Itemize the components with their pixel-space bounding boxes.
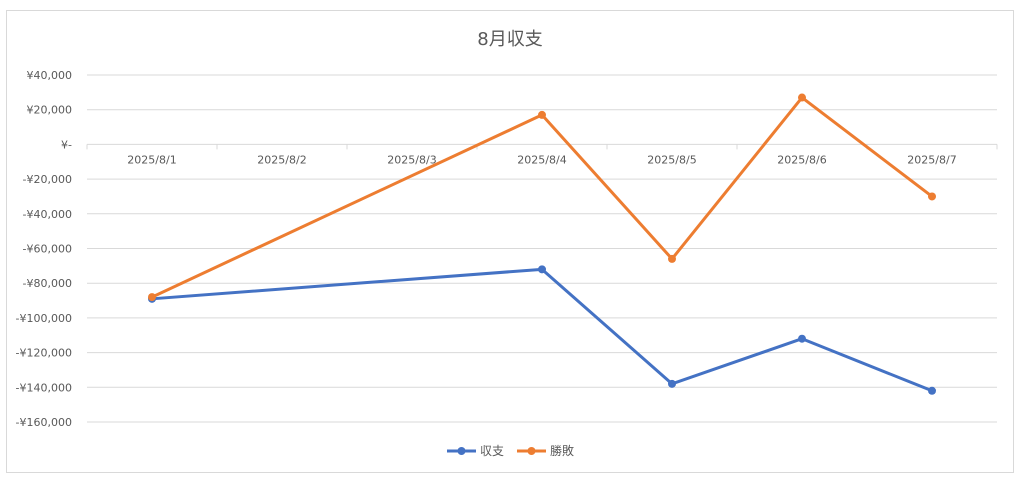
data-point-2 [668, 254, 676, 263]
data-point-2 [538, 110, 546, 119]
x-tick-label: 2025/8/3 [387, 153, 436, 166]
y-tick-label: -¥40,000 [23, 208, 72, 221]
y-tick-label: -¥20,000 [23, 173, 72, 186]
legend-swatch-marker [457, 447, 466, 455]
y-tick-label: -¥60,000 [23, 243, 72, 256]
y-tick-label: -¥160,000 [16, 416, 72, 429]
series-line-1 [150, 267, 934, 393]
y-tick-label: -¥100,000 [16, 312, 72, 325]
y-tick-label: ¥- [61, 138, 72, 151]
y-axis-ticks: ¥40,000 ¥20,000 ¥- -¥20,000 -¥40,000 -¥60,000… [16, 69, 72, 429]
x-tick-label: 2025/8/6 [777, 153, 826, 166]
gridlines [87, 74, 997, 423]
chart-title: 8月収支 [477, 29, 542, 50]
y-tick-label: ¥40,000 [27, 69, 73, 82]
x-tick-label: 2025/8/2 [257, 153, 306, 166]
y-tick-label: ¥20,000 [27, 104, 73, 117]
x-tick-label: 2025/8/4 [517, 153, 566, 166]
y-tick-label: -¥80,000 [23, 277, 72, 290]
x-tick-label: 2025/8/5 [647, 153, 696, 166]
x-axis: 2025/8/1 2025/8/2 2025/8/3 2025/8/4 2025/8/5… [86, 143, 998, 166]
data-point-1 [668, 379, 676, 388]
legend: 収支 勝敗 [447, 443, 574, 458]
legend-label: 収支 [480, 444, 504, 458]
legend-label: 勝敗 [550, 443, 574, 458]
legend-swatch-marker [527, 447, 536, 455]
data-point-2 [928, 192, 936, 201]
chart-frame [6, 10, 1014, 473]
y-tick-label: -¥120,000 [16, 347, 72, 360]
x-tick-label: 2025/8/7 [907, 153, 956, 166]
data-point-2 [148, 293, 156, 302]
data-point-2 [798, 93, 806, 102]
data-point-1 [798, 334, 806, 343]
y-tick-label: -¥140,000 [16, 381, 72, 394]
series-group [148, 93, 936, 395]
x-tick-label: 2025/8/1 [127, 153, 176, 166]
data-point-1 [928, 386, 936, 395]
data-point-1 [538, 265, 546, 274]
